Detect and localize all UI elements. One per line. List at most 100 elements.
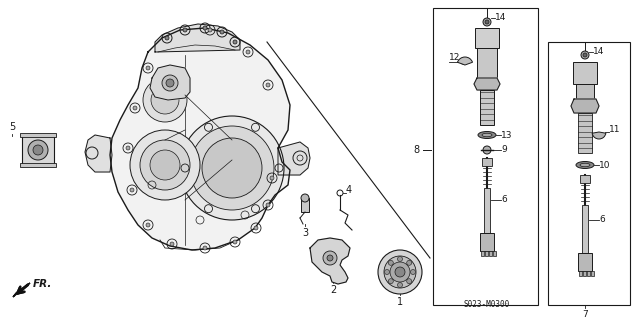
Bar bbox=[480, 90, 494, 125]
Circle shape bbox=[220, 30, 224, 34]
Circle shape bbox=[143, 78, 187, 122]
Circle shape bbox=[323, 251, 337, 265]
Bar bbox=[484, 188, 490, 233]
Circle shape bbox=[254, 226, 258, 230]
Circle shape bbox=[146, 223, 150, 227]
Bar bbox=[591, 271, 594, 276]
Polygon shape bbox=[85, 135, 112, 172]
Bar bbox=[576, 84, 594, 99]
Wedge shape bbox=[458, 57, 472, 65]
Circle shape bbox=[146, 66, 150, 70]
Circle shape bbox=[130, 130, 200, 200]
Circle shape bbox=[140, 140, 190, 190]
Bar bbox=[582, 205, 588, 253]
Text: 2: 2 bbox=[330, 285, 336, 295]
Bar bbox=[20, 163, 56, 167]
Circle shape bbox=[170, 242, 174, 246]
Circle shape bbox=[208, 28, 212, 32]
Text: 3: 3 bbox=[302, 228, 308, 238]
Wedge shape bbox=[592, 132, 606, 139]
Bar bbox=[22, 136, 54, 164]
Ellipse shape bbox=[580, 163, 590, 167]
Circle shape bbox=[390, 262, 410, 282]
Circle shape bbox=[388, 260, 394, 265]
Circle shape bbox=[203, 246, 207, 250]
Circle shape bbox=[266, 203, 270, 207]
Text: 6: 6 bbox=[501, 196, 507, 204]
Bar bbox=[578, 113, 592, 153]
Bar bbox=[481, 251, 484, 256]
FancyArrowPatch shape bbox=[17, 285, 28, 293]
Text: 7: 7 bbox=[582, 310, 588, 319]
Circle shape bbox=[246, 50, 250, 54]
Text: 14: 14 bbox=[593, 48, 604, 56]
Circle shape bbox=[133, 106, 137, 110]
Text: 13: 13 bbox=[501, 130, 513, 139]
Bar bbox=[580, 175, 590, 183]
Circle shape bbox=[397, 283, 403, 287]
Bar bbox=[20, 133, 56, 137]
Text: 12: 12 bbox=[449, 54, 460, 63]
Circle shape bbox=[151, 86, 179, 114]
Bar bbox=[489, 251, 492, 256]
Text: 5: 5 bbox=[9, 122, 15, 132]
Circle shape bbox=[406, 260, 412, 265]
Polygon shape bbox=[155, 24, 240, 52]
Circle shape bbox=[202, 138, 262, 198]
Polygon shape bbox=[110, 28, 290, 250]
Circle shape bbox=[397, 256, 403, 262]
Circle shape bbox=[162, 75, 178, 91]
Text: S023-M0300: S023-M0300 bbox=[464, 300, 510, 309]
Circle shape bbox=[301, 194, 309, 202]
Circle shape bbox=[266, 83, 270, 87]
Text: 6: 6 bbox=[599, 216, 605, 225]
Ellipse shape bbox=[482, 133, 492, 137]
Text: 11: 11 bbox=[609, 125, 621, 135]
Circle shape bbox=[483, 146, 491, 154]
Bar bbox=[477, 48, 497, 78]
Text: 10: 10 bbox=[599, 160, 611, 169]
Circle shape bbox=[28, 140, 48, 160]
Circle shape bbox=[378, 250, 422, 294]
Bar bbox=[301, 198, 309, 212]
Text: 8: 8 bbox=[414, 145, 420, 155]
Text: 9: 9 bbox=[501, 145, 507, 154]
Circle shape bbox=[327, 255, 333, 261]
Bar bbox=[493, 251, 496, 256]
Circle shape bbox=[183, 28, 187, 32]
Ellipse shape bbox=[576, 161, 594, 168]
Bar bbox=[587, 271, 590, 276]
Circle shape bbox=[410, 270, 415, 275]
Circle shape bbox=[166, 79, 174, 87]
Polygon shape bbox=[310, 238, 350, 284]
Polygon shape bbox=[150, 65, 190, 100]
Text: FR.: FR. bbox=[33, 279, 52, 289]
Circle shape bbox=[180, 116, 284, 220]
Circle shape bbox=[150, 150, 180, 180]
Bar bbox=[485, 251, 488, 256]
Bar bbox=[579, 271, 582, 276]
Circle shape bbox=[581, 51, 589, 59]
Circle shape bbox=[385, 270, 390, 275]
Polygon shape bbox=[571, 99, 599, 113]
Bar bbox=[548, 42, 630, 305]
Bar bbox=[480, 233, 494, 251]
Circle shape bbox=[406, 279, 412, 284]
Circle shape bbox=[33, 145, 43, 155]
Circle shape bbox=[233, 240, 237, 244]
Bar bbox=[433, 8, 538, 305]
Bar bbox=[583, 271, 586, 276]
Polygon shape bbox=[474, 78, 500, 90]
Circle shape bbox=[485, 20, 489, 24]
Polygon shape bbox=[278, 142, 310, 175]
Circle shape bbox=[583, 53, 587, 57]
Circle shape bbox=[233, 40, 237, 44]
Circle shape bbox=[190, 126, 274, 210]
Ellipse shape bbox=[478, 131, 496, 138]
Circle shape bbox=[165, 36, 169, 40]
Circle shape bbox=[130, 188, 134, 192]
Bar bbox=[573, 62, 597, 84]
Text: 1: 1 bbox=[397, 297, 403, 307]
Circle shape bbox=[384, 256, 416, 288]
Circle shape bbox=[388, 279, 394, 284]
